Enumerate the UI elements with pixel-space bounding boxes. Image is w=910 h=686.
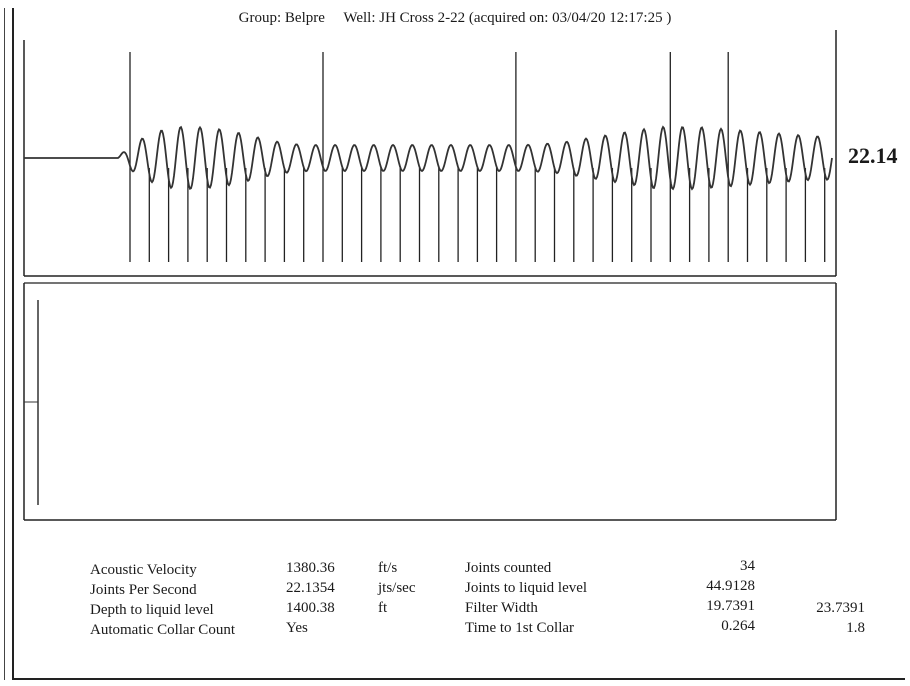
stat-value-left-0: 1380.36 bbox=[286, 560, 335, 576]
stat-label-right-0: Joints counted bbox=[465, 560, 552, 576]
stat-unit-left-1: jts/sec bbox=[378, 580, 416, 596]
stat-label-right-2: Filter Width bbox=[465, 600, 538, 616]
stat-unit-left-3 bbox=[378, 618, 416, 638]
stat-label-left-1: Joints Per Second bbox=[90, 582, 197, 598]
stat-label-left-0: Acoustic Velocity bbox=[90, 562, 197, 578]
stat-value-left-2: 1400.38 bbox=[286, 600, 335, 616]
stat-label-right-3: Time to 1st Collar bbox=[465, 620, 575, 636]
stat-value2-right-3: 1.8 bbox=[846, 620, 865, 636]
stat-value-right-0: 34 bbox=[740, 558, 755, 574]
stat-unit-left-0: ft/s bbox=[378, 560, 398, 576]
bottom-panel bbox=[23, 282, 837, 521]
stat-value-right-1: 44.9128 bbox=[706, 578, 755, 594]
report-title: Group: Belpre Well: JH Cross 2-22 (acqui… bbox=[0, 10, 910, 27]
stat-value2-right-2: 23.7391 bbox=[816, 600, 865, 616]
stat-value-right-3: 0.264 bbox=[721, 618, 755, 634]
collar-markers bbox=[129, 52, 826, 262]
signal-value-label: 22.14 bbox=[848, 143, 898, 168]
report-frame bbox=[12, 8, 905, 680]
group-label: Group: Belpre bbox=[238, 10, 325, 26]
stat-value-left-1: 22.1354 bbox=[286, 580, 335, 596]
stat-label-left-3: Automatic Collar Count bbox=[90, 622, 235, 638]
stat-value-left-3: Yes bbox=[286, 620, 308, 636]
stat-value-right-2: 19.7391 bbox=[706, 598, 755, 614]
stats-left-values: 1380.36 22.1354 1400.38 Yes bbox=[286, 558, 335, 638]
stats-right-values: 34 44.9128 19.7391 0.264 bbox=[680, 556, 755, 636]
well-label: Well: JH Cross 2-22 (acquired on: 03/04/… bbox=[343, 10, 672, 26]
top-panel bbox=[23, 30, 837, 277]
stat-unit-left-2: ft bbox=[378, 600, 388, 616]
stat-label-left-2: Depth to liquid level bbox=[90, 602, 214, 618]
stats-left-labels: Acoustic Velocity Joints Per Second Depth … bbox=[90, 560, 235, 640]
stats-right-values2: 23.7391 1.8 bbox=[790, 598, 865, 638]
signal-line bbox=[24, 125, 833, 191]
stats-left-units: ft/s jts/sec ft bbox=[378, 558, 416, 638]
stat-label-right-1: Joints to liquid level bbox=[465, 580, 588, 596]
stats-right-labels: Joints counted Joints to liquid level Filt… bbox=[465, 558, 587, 638]
left-edge-line bbox=[4, 8, 5, 680]
